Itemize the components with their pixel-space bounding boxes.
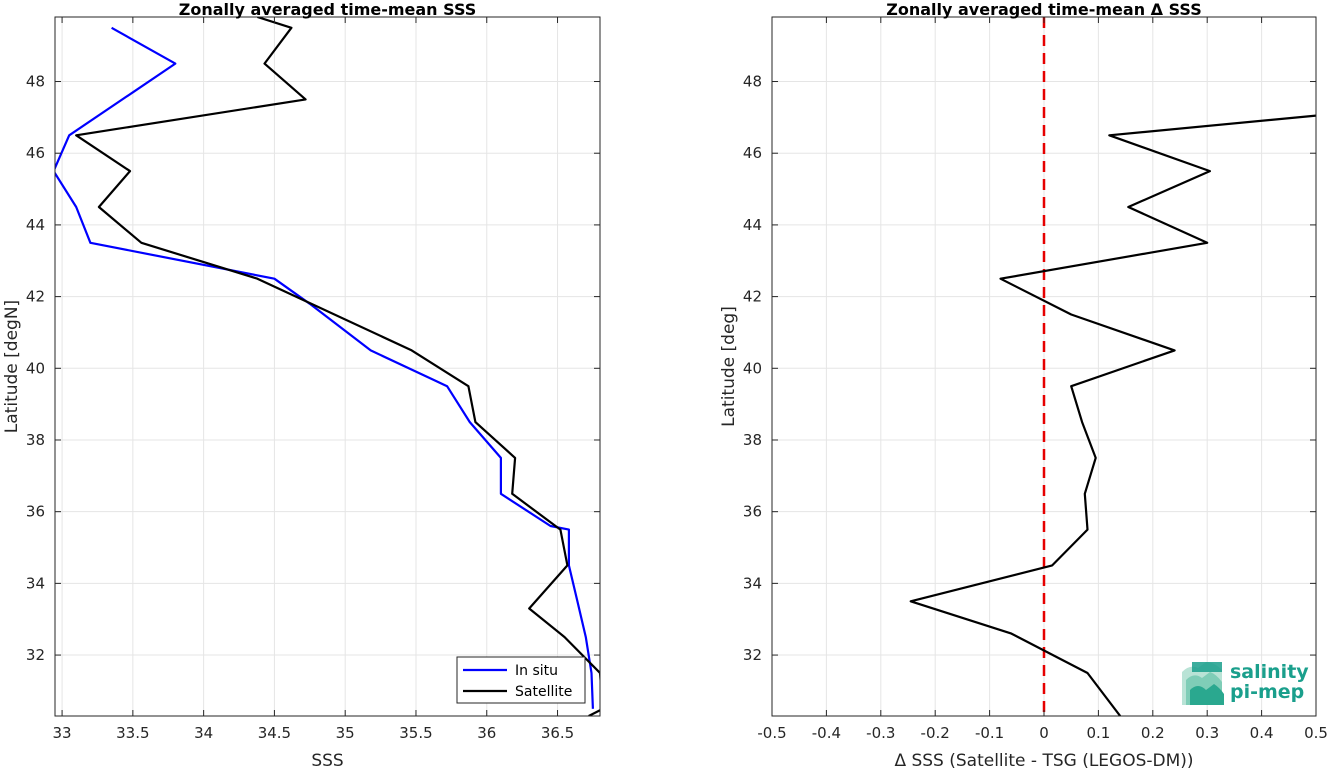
y-tick-label: 32	[26, 646, 45, 664]
x-tick-label: 34.5	[258, 724, 291, 742]
x-axis-label: Δ SSS (Satellite - TSG (LEGOS-DM))	[894, 751, 1193, 769]
x-tick-label: 0.5	[1304, 724, 1328, 742]
salinity-pi-mep-logo: salinity pi-mep	[1182, 661, 1309, 705]
x-tick-label: 36	[477, 724, 496, 742]
y-tick-label: 40	[26, 359, 45, 377]
x-tick-label: 35	[336, 724, 355, 742]
logo-mark-icon	[1182, 662, 1224, 705]
y-tick-label: 34	[26, 574, 45, 592]
y-tick-label: 42	[26, 288, 45, 306]
x-tick-label: 34	[194, 724, 213, 742]
axes-frame	[54, 16, 601, 717]
x-tick-label: 0.3	[1195, 724, 1219, 742]
legend-label: Satellite	[515, 684, 572, 700]
x-tick-label: 35.5	[399, 724, 432, 742]
plot-area	[55, 17, 600, 716]
x-tick-label: 36.5	[541, 724, 574, 742]
x-tick-label: 33	[53, 724, 72, 742]
series-line-in-situ	[55, 26, 594, 709]
x-axis-label: SSS	[311, 751, 343, 769]
legend-box	[456, 656, 586, 704]
series-line-satellite	[75, 17, 600, 716]
y-axis-label: Latitude [deg]	[719, 306, 739, 427]
x-tick-label: -0.3	[866, 724, 895, 742]
x-tick-label: 0.2	[1141, 724, 1165, 742]
y-tick-label: 44	[26, 216, 45, 234]
y-tick-label: 48	[26, 73, 45, 91]
y-tick-label: 34	[743, 574, 762, 592]
x-tick-label: 0.4	[1250, 724, 1274, 742]
chart-title: Zonally averaged time-mean Δ SSS	[886, 0, 1202, 19]
y-tick-label: 46	[26, 144, 45, 162]
left-panel-sss: 33 33.5 34 34.5 35 35.5 36 36.5 32 34 36 38 40 42 44 46…	[2, 0, 601, 769]
x-tick-label: -0.4	[812, 724, 841, 742]
logo-line2: pi-mep	[1230, 681, 1304, 703]
series-line-delta-sss	[909, 114, 1316, 716]
y-tick-label: 48	[743, 73, 762, 91]
x-tick-label: -0.5	[757, 724, 786, 742]
y-tick-label: 46	[743, 144, 762, 162]
y-tick-label: 38	[26, 431, 45, 449]
chart-title: Zonally averaged time-mean SSS	[179, 0, 477, 19]
y-tick-label: 44	[743, 216, 762, 234]
y-tick-label: 36	[26, 503, 45, 521]
legend-label: In situ	[515, 663, 558, 679]
x-tick-label: -0.1	[975, 724, 1004, 742]
x-tick-label: -0.2	[921, 724, 950, 742]
x-tick-label: 0.1	[1086, 724, 1110, 742]
y-tick-label: 40	[743, 359, 762, 377]
y-tick-label: 38	[743, 431, 762, 449]
right-panel-delta-sss: -0.5 -0.4 -0.3 -0.2 -0.1 0 0.1 0.2 0.3 0.4 0.5 32 34…	[719, 0, 1328, 769]
logo-line1: salinity	[1230, 661, 1309, 683]
x-tick-label: 0	[1039, 724, 1049, 742]
x-tick-label: 33.5	[116, 724, 149, 742]
y-tick-label: 42	[743, 288, 762, 306]
y-tick-label: 32	[743, 646, 762, 664]
y-tick-label: 36	[743, 503, 762, 521]
y-axis-label: Latitude [degN]	[2, 300, 22, 433]
